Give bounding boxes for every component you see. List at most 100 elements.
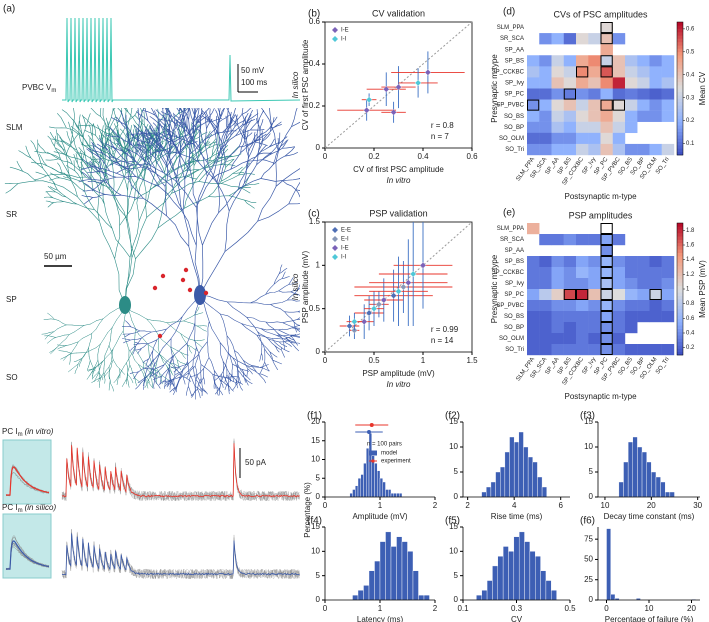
bar bbox=[545, 580, 552, 601]
heatmap-cell bbox=[637, 88, 650, 100]
heatmap-cell bbox=[625, 300, 638, 312]
x-tick-label: 0.6 bbox=[466, 152, 478, 161]
heatmap-cell bbox=[588, 344, 601, 356]
legend-title: n = 100 pairs bbox=[367, 442, 402, 448]
x-tick-label: 0.3 bbox=[511, 604, 523, 613]
heatmap-cell bbox=[551, 344, 564, 356]
x-tick-label: 1 bbox=[378, 604, 383, 613]
heatmap-cell bbox=[563, 55, 577, 67]
heatmap-cell bbox=[661, 311, 675, 323]
colorbar-step bbox=[677, 335, 683, 339]
colorbar-step bbox=[677, 305, 683, 310]
colorbar-step bbox=[677, 31, 683, 36]
heatmap-cell bbox=[527, 344, 540, 356]
heatmap-cell bbox=[661, 66, 675, 78]
y-tick-label: 5 bbox=[454, 571, 459, 580]
colorbar-step bbox=[677, 265, 683, 270]
colorbar-step bbox=[677, 65, 683, 69]
bar bbox=[418, 594, 425, 601]
x-tick-label: 1 bbox=[421, 356, 426, 365]
heatmap-cell bbox=[588, 267, 601, 279]
heatmap-cell bbox=[576, 322, 589, 334]
bar bbox=[541, 486, 547, 498]
heatmap-cell bbox=[576, 143, 589, 156]
heatmap-cell bbox=[527, 99, 540, 111]
colorbar-step bbox=[677, 81, 683, 86]
colorbar-step bbox=[677, 145, 683, 149]
heatmap-cell bbox=[563, 88, 577, 100]
point bbox=[405, 279, 412, 286]
colorbar-step bbox=[677, 45, 683, 49]
y-axis-label: Presynaptic m-type bbox=[490, 54, 499, 123]
highlight-box bbox=[527, 99, 540, 111]
point bbox=[395, 83, 402, 91]
trace-label: PC Im (in vitro) bbox=[2, 427, 54, 437]
heatmap-cell bbox=[588, 234, 601, 246]
heatmap-cell bbox=[551, 88, 564, 100]
heatmap-cell bbox=[649, 88, 662, 100]
heatmap-cell bbox=[551, 33, 564, 45]
bar bbox=[513, 441, 520, 498]
bar bbox=[500, 466, 506, 498]
legend-label: model bbox=[381, 451, 397, 457]
bar bbox=[476, 594, 482, 601]
heatmap-cell bbox=[649, 278, 662, 290]
heatmap-cell bbox=[612, 88, 626, 100]
highlight-box bbox=[600, 245, 613, 256]
heatmap-cell bbox=[539, 333, 552, 345]
inset-trace bbox=[5, 536, 50, 570]
legend-patch bbox=[369, 450, 377, 456]
heatmap-cell bbox=[576, 256, 589, 268]
bar bbox=[363, 463, 367, 498]
heatmap-cell bbox=[600, 55, 613, 67]
heatmap-cell bbox=[649, 55, 662, 67]
legend-marker bbox=[332, 36, 338, 42]
colorbar-step bbox=[677, 95, 683, 99]
heatmap-cell bbox=[612, 77, 626, 89]
bar bbox=[610, 594, 616, 601]
heatmap-cell bbox=[588, 289, 601, 301]
colorbar-step bbox=[677, 249, 683, 253]
colorbar-step bbox=[677, 328, 683, 333]
heatmap-cell bbox=[649, 300, 662, 312]
chart-scatter: (b) CV validation 0 0.2 0.4 0.6 0 0.2 0.4 0.6 I-E I… bbox=[291, 8, 478, 185]
y-tick-label: 10 bbox=[449, 442, 458, 451]
heatmap-cell bbox=[588, 322, 601, 334]
chart-title: PSP amplitudes bbox=[569, 210, 633, 220]
x-tick-label: 20 bbox=[647, 501, 656, 510]
colorbar-step bbox=[677, 138, 683, 142]
bar bbox=[399, 493, 403, 498]
panel-label: (f3) bbox=[580, 411, 595, 422]
colorbar-step bbox=[677, 322, 683, 326]
heatmap-cell bbox=[551, 278, 564, 290]
row-label: SR_SCA bbox=[500, 36, 524, 42]
heatmap-cell bbox=[625, 77, 638, 89]
chart-scatter: (c) PSP validation 0 0.5 1 1.5 0 0.5 1 1.5 E-E E-I I… bbox=[291, 208, 478, 389]
colorbar-step bbox=[677, 131, 683, 136]
heatmap-cell bbox=[612, 66, 626, 78]
colorbar-step bbox=[677, 282, 683, 286]
heatmap-cell bbox=[551, 66, 564, 78]
bar bbox=[412, 570, 419, 601]
row-label: SP_Ivy bbox=[505, 81, 524, 87]
colorbar-step bbox=[677, 128, 683, 133]
point bbox=[400, 283, 407, 291]
bar bbox=[363, 585, 370, 601]
chart-histogram: (f5) 0.1 0.3 0.5 0 5 10 15 CV bbox=[445, 516, 576, 622]
x-tick-label: 2 bbox=[465, 501, 470, 510]
inset-mean bbox=[6, 466, 50, 496]
heatmap-cell bbox=[563, 66, 577, 78]
heatmap-cell bbox=[612, 99, 626, 111]
highlight-box bbox=[600, 55, 613, 67]
heatmap-cell bbox=[661, 88, 675, 100]
heatmap-cell bbox=[563, 300, 577, 312]
colorbar-step bbox=[677, 25, 683, 29]
heatmap-cell bbox=[539, 234, 552, 246]
synapse bbox=[152, 285, 158, 291]
heatmap-cell bbox=[612, 55, 626, 67]
heatmap-cell bbox=[612, 110, 626, 122]
heatmap-cell bbox=[563, 77, 577, 89]
highlight-box bbox=[563, 88, 576, 100]
heatmap-cell bbox=[600, 311, 613, 323]
chart-heatmap: (d) CVs of PSC amplitudes SLM_PPA SR_SCA SP_… bbox=[490, 7, 707, 201]
